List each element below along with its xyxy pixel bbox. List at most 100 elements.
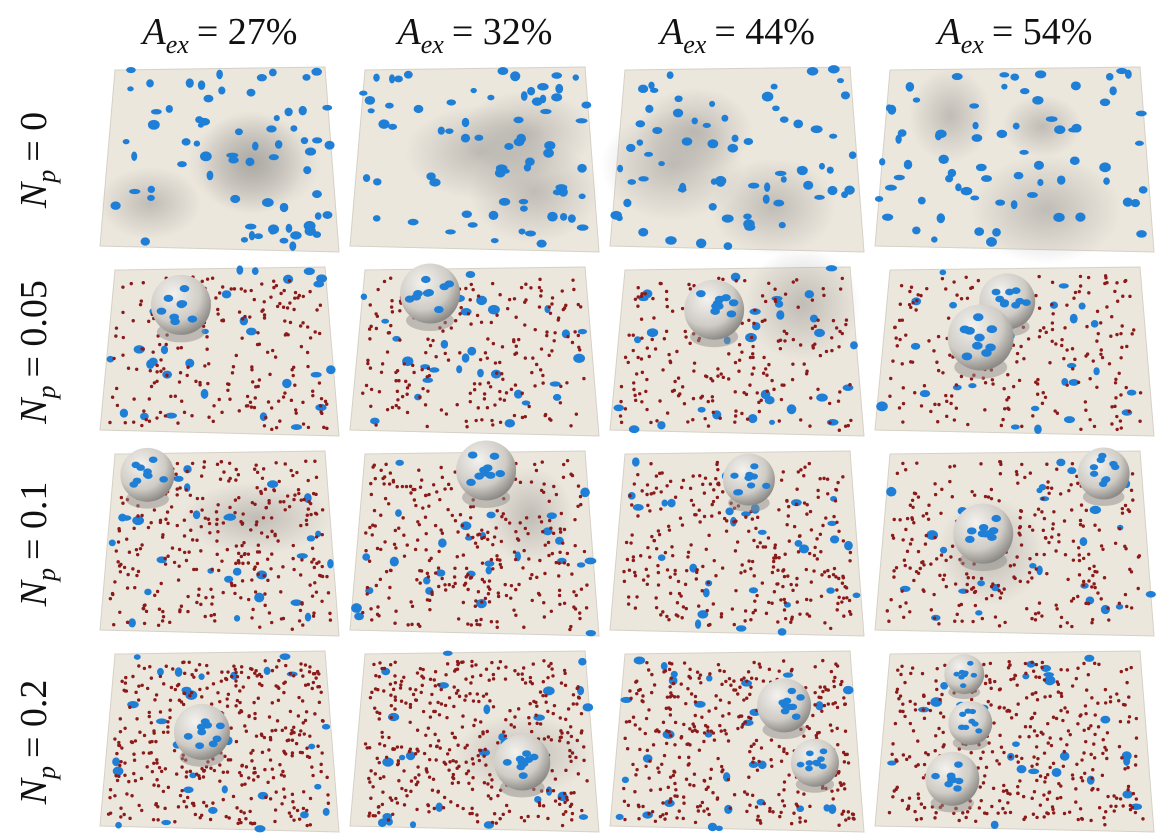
particle (311, 774, 314, 777)
particle (791, 362, 794, 365)
particle (993, 680, 996, 683)
particle (889, 377, 892, 380)
particle (468, 692, 471, 695)
protein-patch (224, 576, 233, 583)
particle (816, 319, 819, 322)
particle (256, 562, 259, 565)
particle (444, 704, 447, 707)
particle (365, 592, 368, 595)
particle (450, 326, 453, 329)
protein-patch (1053, 213, 1064, 222)
protein-patch (810, 315, 818, 323)
bud-patch (747, 482, 755, 488)
particle (232, 664, 235, 667)
particle (374, 772, 377, 775)
particle (290, 399, 293, 402)
particle (819, 533, 822, 536)
particle (582, 745, 585, 748)
particle (454, 319, 457, 322)
particle (470, 812, 473, 815)
particle (220, 679, 223, 682)
particle (490, 419, 493, 422)
surface-panel (601, 65, 864, 255)
particle (406, 543, 409, 546)
particle (762, 679, 765, 682)
particle (740, 563, 743, 566)
particle (1115, 428, 1118, 431)
particle (427, 493, 430, 496)
particle (1032, 670, 1035, 673)
particle (522, 626, 525, 629)
particle (979, 462, 982, 465)
subscript: p (32, 766, 61, 781)
protein-patch (1090, 506, 1101, 514)
protein-patch (311, 372, 322, 378)
particle (166, 522, 169, 525)
particle (525, 516, 528, 519)
bud-patch (806, 760, 814, 766)
particle (902, 402, 905, 405)
particle (837, 771, 840, 774)
particle (564, 684, 567, 687)
protein-patch (904, 160, 912, 170)
particle (566, 731, 569, 734)
particle (471, 788, 474, 791)
particle (321, 575, 324, 578)
particle (752, 539, 755, 542)
protein-patch (911, 343, 920, 350)
particle (982, 663, 985, 666)
particle (1002, 790, 1005, 793)
particle (132, 397, 135, 400)
particle (689, 487, 692, 490)
protein-patch (849, 151, 857, 159)
particle (1103, 823, 1106, 826)
particle (763, 802, 766, 805)
particle (1090, 585, 1093, 588)
particle (382, 775, 385, 778)
particle (497, 595, 500, 598)
surface-panel (875, 651, 1154, 832)
subscript: ex (166, 30, 190, 59)
protein-patch (532, 97, 543, 105)
particle (686, 420, 689, 423)
protein-patch (698, 407, 706, 413)
particle (1005, 398, 1008, 401)
particle (723, 670, 726, 673)
particle (367, 777, 370, 780)
particle (451, 759, 454, 762)
particle (582, 377, 585, 380)
protein-patch (707, 139, 718, 148)
particle (668, 661, 671, 664)
particle (795, 802, 798, 805)
particle (371, 533, 374, 536)
particle (707, 813, 710, 816)
particle (325, 427, 328, 430)
particle (284, 726, 287, 729)
particle (1135, 717, 1138, 720)
particle (222, 470, 225, 473)
particle (256, 471, 259, 474)
particle (836, 743, 839, 746)
protein-patch (581, 101, 591, 108)
particle (1013, 674, 1016, 677)
protein-patch (647, 328, 658, 337)
particle (713, 738, 716, 741)
relation: = 44% (714, 11, 815, 53)
protein-patch (141, 237, 150, 245)
surface-panel (875, 447, 1156, 636)
particle (393, 707, 396, 710)
particle (252, 778, 255, 781)
protein-patch (385, 103, 394, 109)
particle (620, 385, 623, 388)
particle (291, 474, 294, 477)
protein-patch (474, 135, 483, 141)
protein-patch (576, 118, 588, 123)
particle (1057, 533, 1060, 536)
particle (1102, 738, 1105, 741)
protein-patch (303, 166, 311, 174)
particle (711, 395, 714, 398)
particle (561, 824, 564, 827)
particle (750, 336, 753, 339)
particle (938, 574, 941, 577)
particle (687, 762, 690, 765)
